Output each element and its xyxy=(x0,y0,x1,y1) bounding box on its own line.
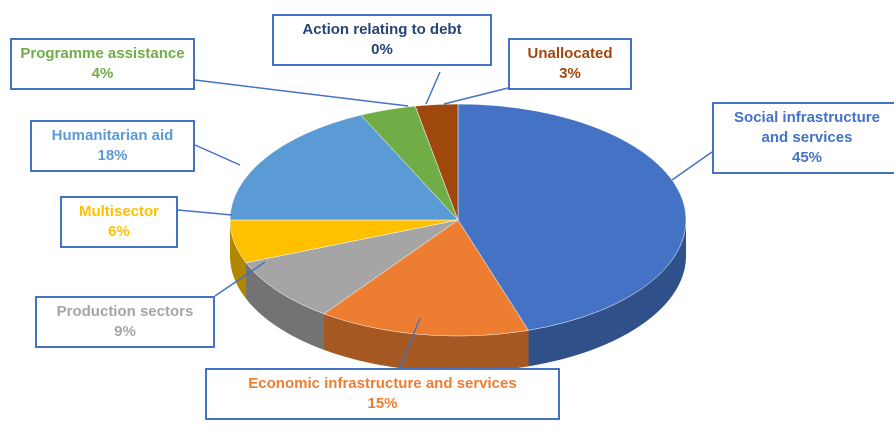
label-name: Economic infrastructure and services xyxy=(248,375,517,392)
leader-line xyxy=(194,144,241,166)
data-label: Economic infrastructure and services 15% xyxy=(205,368,560,420)
label-name: Social infrastructure and services xyxy=(734,109,880,146)
slice xyxy=(245,219,459,315)
slice xyxy=(414,103,459,221)
slice-side xyxy=(528,220,686,367)
label-name: Production sectors xyxy=(56,303,194,320)
label-name: Action relating to debt xyxy=(302,21,462,38)
leader-line xyxy=(425,71,441,105)
slice-side xyxy=(323,313,529,373)
slice-side xyxy=(246,262,324,350)
leader-line xyxy=(443,87,509,105)
label-value: 15% xyxy=(367,395,398,412)
data-label: Unallocated 3% xyxy=(508,38,632,90)
slice xyxy=(229,114,459,221)
label-value: 9% xyxy=(114,323,136,340)
label-value: 45% xyxy=(791,149,823,166)
slice xyxy=(323,219,529,337)
data-label: Social infrastructure and services 45% xyxy=(712,102,894,174)
label-value: 18% xyxy=(97,147,128,164)
label-name: Programme assistance xyxy=(20,45,185,62)
data-label: Production sectors 9% xyxy=(35,296,215,348)
label-name: Multisector xyxy=(78,203,159,220)
label-value: 0% xyxy=(371,41,393,58)
leader-line xyxy=(214,261,266,297)
data-label: Humanitarian aid 18% xyxy=(30,120,195,172)
label-value: 6% xyxy=(108,223,130,240)
label-name: Humanitarian aid xyxy=(51,127,174,144)
slice-side xyxy=(230,220,247,299)
data-label: Programme assistance 4% xyxy=(10,38,195,90)
label-name: Unallocated xyxy=(527,45,613,62)
leader-line xyxy=(399,317,421,369)
slice xyxy=(457,103,687,331)
label-value: 4% xyxy=(91,65,114,82)
label-value: 3% xyxy=(559,65,581,82)
leader-line xyxy=(177,209,233,216)
data-label: Multisector 6% xyxy=(60,196,178,248)
leader-line xyxy=(671,151,713,181)
leader-line xyxy=(194,79,409,107)
data-label: Action relating to debt 0% xyxy=(272,14,492,66)
